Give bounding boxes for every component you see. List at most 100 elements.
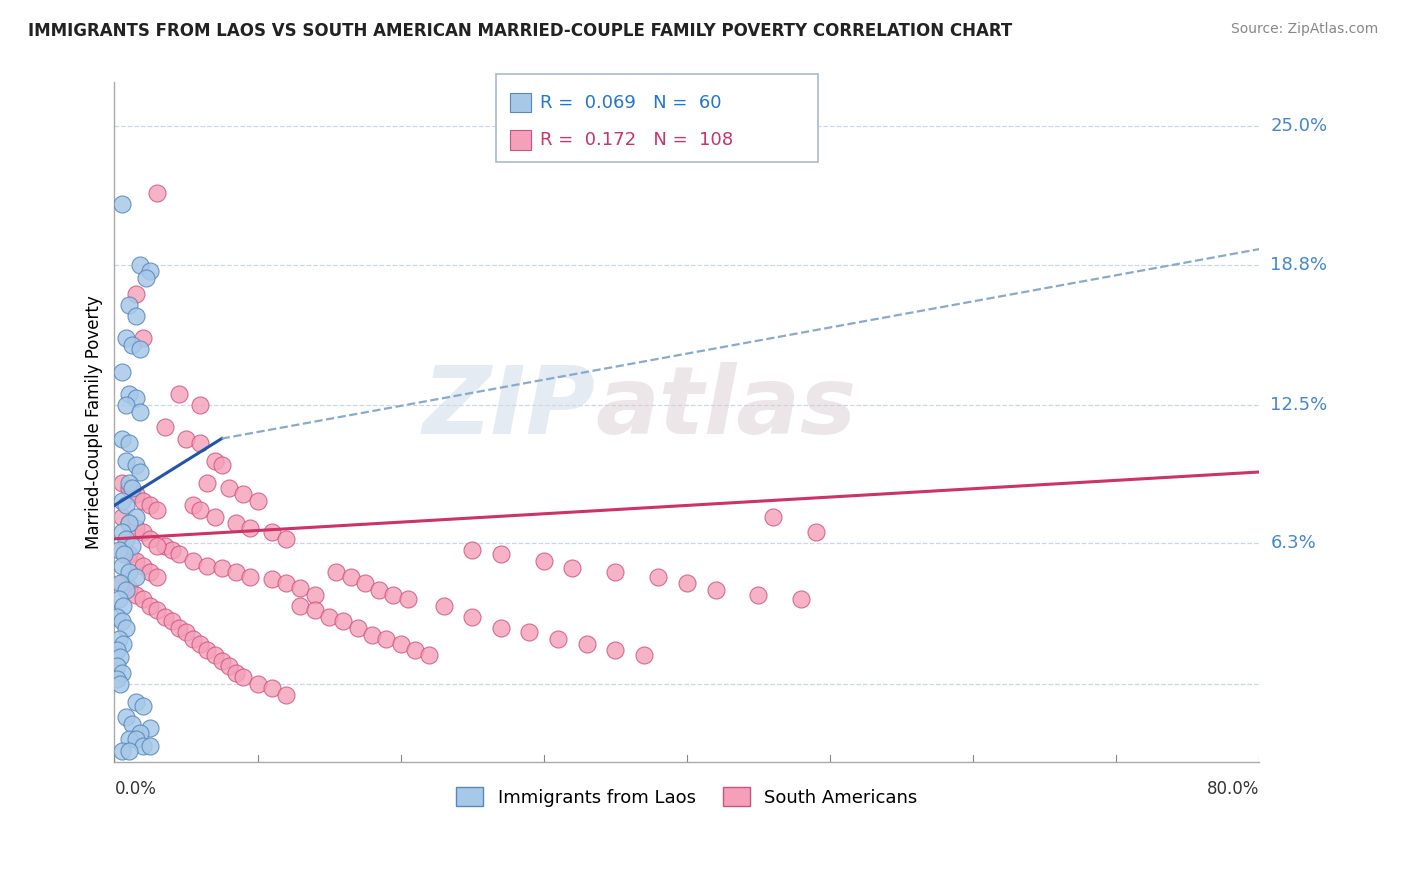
Point [115,583,138,598]
Point [121,539,143,553]
Point [110,543,132,558]
Point [276,576,298,591]
Point [225,516,247,531]
Point [747,588,769,602]
Point [112,548,135,562]
Point [118,436,141,450]
Point [110,197,132,211]
Text: 0.0%: 0.0% [114,780,156,797]
Point [108,677,131,691]
Point [115,499,138,513]
Point [105,673,128,687]
Point [132,592,155,607]
Text: ZIP: ZIP [422,362,595,454]
Point [290,581,312,595]
Point [276,688,298,702]
Point [204,454,226,468]
Point [125,570,148,584]
Point [361,628,384,642]
Point [105,643,128,657]
Point [382,588,405,602]
Point [260,525,283,540]
Point [188,503,211,517]
Point [432,599,454,613]
Point [146,503,169,517]
Point [204,509,226,524]
Point [418,648,440,662]
Point [325,566,347,580]
Point [239,570,262,584]
Point [129,343,152,357]
Point [218,659,240,673]
Point [346,621,368,635]
Point [110,525,132,540]
Point [132,739,155,754]
Point [489,548,512,562]
Point [605,566,627,580]
Point [211,458,233,473]
Point [125,509,148,524]
Point [375,632,398,647]
Point [354,576,377,591]
Point [125,286,148,301]
Point [232,487,254,501]
Point [132,331,155,345]
Point [368,583,391,598]
Point [118,516,141,531]
Point [129,726,152,740]
Point [110,615,132,629]
Point [246,677,269,691]
Point [125,309,148,323]
Point [125,392,148,406]
Text: 12.5%: 12.5% [1271,396,1327,414]
Point [125,521,148,535]
Text: R =  0.172   N =  108: R = 0.172 N = 108 [540,131,733,149]
Point [115,331,138,345]
Point [461,543,484,558]
Text: 18.8%: 18.8% [1271,256,1327,274]
Point [125,588,148,602]
Point [139,499,162,513]
Point [339,570,361,584]
Text: IMMIGRANTS FROM LAOS VS SOUTH AMERICAN MARRIED-COUPLE FAMILY POVERTY CORRELATION: IMMIGRANTS FROM LAOS VS SOUTH AMERICAN M… [28,22,1012,40]
Point [197,558,219,573]
Text: Source: ZipAtlas.com: Source: ZipAtlas.com [1230,22,1378,37]
Text: 80.0%: 80.0% [1206,780,1260,797]
Point [125,695,148,709]
Point [575,637,598,651]
Text: 25.0%: 25.0% [1271,118,1327,136]
Point [121,338,143,352]
Point [647,570,669,584]
Point [139,599,162,613]
Point [225,566,247,580]
Point [290,599,312,613]
Point [118,581,141,595]
Point [146,539,169,553]
Point [533,554,555,568]
Point [129,258,152,272]
Point [153,420,176,434]
Point [110,744,132,758]
Point [105,659,128,673]
Point [118,744,141,758]
Point [167,621,190,635]
Point [218,481,240,495]
Point [232,670,254,684]
Point [197,643,219,657]
Point [115,532,138,546]
Point [181,632,204,647]
Point [146,186,169,201]
Point [118,481,141,495]
Point [110,494,132,508]
Point [110,576,132,591]
Point [125,458,148,473]
Point [605,643,627,657]
Y-axis label: Married-Couple Family Poverty: Married-Couple Family Poverty [86,295,103,549]
Point [132,558,155,573]
Point [115,454,138,468]
Point [125,487,148,501]
Text: atlas: atlas [595,362,856,454]
Point [153,539,176,553]
Point [404,643,426,657]
Point [153,610,176,624]
